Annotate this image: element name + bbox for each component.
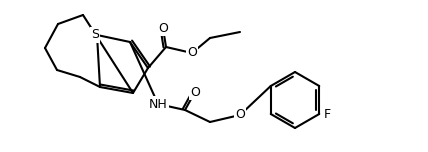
Text: O: O	[187, 47, 197, 59]
Text: NH: NH	[149, 97, 167, 111]
Text: S: S	[91, 29, 99, 41]
Text: O: O	[190, 85, 200, 98]
Text: O: O	[158, 21, 168, 35]
Text: F: F	[324, 107, 331, 121]
Text: O: O	[235, 109, 245, 121]
